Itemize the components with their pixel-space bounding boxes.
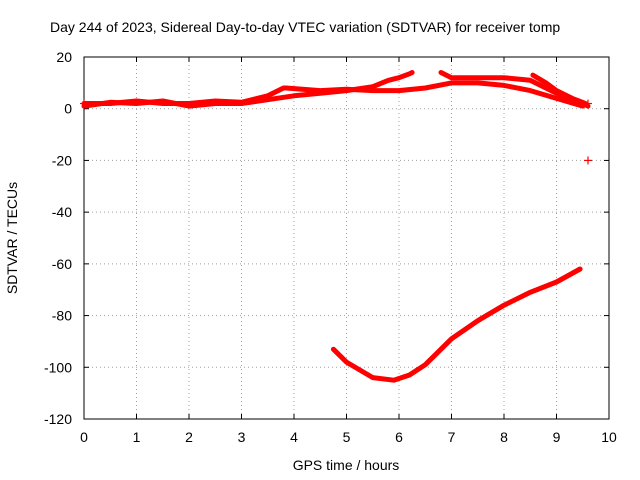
chart-title: Day 244 of 2023, Sidereal Day-to-day VTE… [50, 19, 560, 35]
y-tick-label: -120 [44, 411, 72, 427]
series-track-b [81, 70, 415, 109]
y-tick-label: -40 [52, 204, 72, 220]
axis-ticks: 0 1 2 3 4 5 6 7 8 9 10 -120 -100 -80 -60 -40 -20 0 20 [44, 49, 617, 445]
data-point-marker [584, 156, 592, 165]
y-tick-label: -100 [44, 359, 72, 375]
x-tick-label: 5 [343, 429, 351, 445]
x-axis-label: GPS time / hours [293, 457, 400, 473]
y-tick-label: -60 [52, 256, 72, 272]
y-tick-label: -80 [52, 308, 72, 324]
y-axis-label: SDTVAR / TECUs [4, 182, 20, 294]
y-tick-label: 20 [56, 49, 72, 65]
x-tick-label: 3 [238, 429, 246, 445]
data-series [80, 70, 592, 383]
x-tick-label: 8 [500, 429, 508, 445]
x-tick-label: 6 [395, 429, 403, 445]
x-tick-label: 1 [133, 429, 141, 445]
series-track-e [330, 266, 583, 383]
x-tick-label: 7 [448, 429, 456, 445]
grid-lines [84, 57, 609, 419]
series-track-d [530, 72, 588, 106]
data-point-marker [584, 99, 592, 108]
x-tick-label: 10 [601, 429, 617, 445]
y-tick-label: -20 [52, 152, 72, 168]
x-tick-label: 2 [185, 429, 193, 445]
x-tick-label: 9 [553, 429, 561, 445]
x-tick-label: 0 [80, 429, 88, 445]
y-tick-label: 0 [64, 101, 72, 117]
x-tick-label: 4 [290, 429, 298, 445]
data-point-marker [80, 99, 88, 108]
